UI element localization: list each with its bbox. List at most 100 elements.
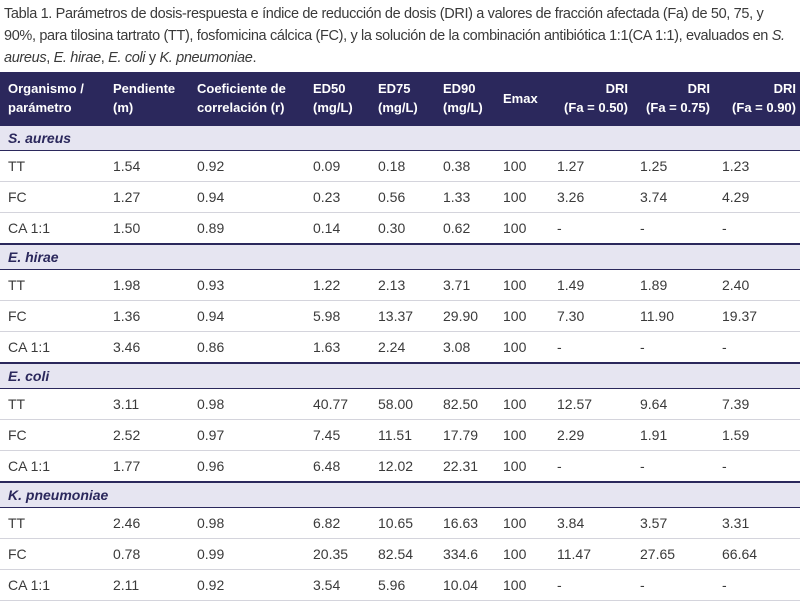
data-row: TT 2.46 0.98 6.82 10.65 16.63 100 3.84 3.57 3.31 xyxy=(0,507,800,539)
cell: - xyxy=(549,331,632,364)
cell: 0.94 xyxy=(189,181,305,213)
cell: 5.98 xyxy=(305,300,370,332)
cell: TT xyxy=(0,150,105,182)
cell: 11.47 xyxy=(549,538,632,570)
header-line: (Fa = 0.90) xyxy=(732,100,796,115)
cell: 0.97 xyxy=(189,419,305,451)
cell: 3.71 xyxy=(435,269,495,301)
cell: 0.09 xyxy=(305,150,370,182)
cell: 10.65 xyxy=(370,507,435,539)
cell: 0.86 xyxy=(189,331,305,364)
cell: 0.23 xyxy=(305,181,370,213)
cell: 1.22 xyxy=(305,269,370,301)
column-header: ED50 (mg/L) xyxy=(305,72,370,125)
group-row: K. pneumoniae xyxy=(0,481,800,508)
cell: 100 xyxy=(495,538,549,570)
cell: 0.30 xyxy=(370,212,435,245)
header-row: Organismo / parámetro Pendiente (m) Coeficie… xyxy=(0,72,800,125)
cell: 0.62 xyxy=(435,212,495,245)
cell: 0.99 xyxy=(189,538,305,570)
cell: FC xyxy=(0,538,105,570)
cell: 1.91 xyxy=(632,419,714,451)
header-line: (Fa = 0.75) xyxy=(646,100,710,115)
header-line: ED75 xyxy=(378,81,411,96)
cell: 4.29 xyxy=(714,181,800,213)
header-line: (mg/L) xyxy=(378,100,418,115)
cell: 100 xyxy=(495,450,549,483)
cell: 17.79 xyxy=(435,419,495,451)
group-name: E. coli xyxy=(0,362,800,389)
cell: 100 xyxy=(495,300,549,332)
data-row: TT 1.98 0.93 1.22 2.13 3.71 100 1.49 1.89 2.40 xyxy=(0,269,800,301)
group-name: K. pneumoniae xyxy=(0,481,800,508)
data-row: FC 2.52 0.97 7.45 11.51 17.79 100 2.29 1.91 1.59 xyxy=(0,419,800,451)
cell: 0.98 xyxy=(189,388,305,420)
cell: 82.54 xyxy=(370,538,435,570)
header-line: DRI xyxy=(605,81,628,96)
column-header: DRI (Fa = 0.90) xyxy=(714,72,800,125)
species-name: K. pneumoniae xyxy=(159,50,253,66)
cell: 1.27 xyxy=(549,150,632,182)
cell: 0.56 xyxy=(370,181,435,213)
cell: 22.31 xyxy=(435,450,495,483)
cell: 10.04 xyxy=(435,569,495,601)
group-row: E. coli xyxy=(0,362,800,389)
cell: 100 xyxy=(495,181,549,213)
cell: - xyxy=(714,331,800,364)
cell: 7.39 xyxy=(714,388,800,420)
cell: TT xyxy=(0,388,105,420)
cell: - xyxy=(714,450,800,483)
cell: CA 1:1 xyxy=(0,450,105,483)
cell: 1.50 xyxy=(105,212,189,245)
cell: - xyxy=(549,212,632,245)
cell: FC xyxy=(0,181,105,213)
data-row: TT 1.54 0.92 0.09 0.18 0.38 100 1.27 1.25 1.23 xyxy=(0,150,800,182)
cell: 5.96 xyxy=(370,569,435,601)
data-row: CA 1:1 1.50 0.89 0.14 0.30 0.62 100- - - xyxy=(0,212,800,245)
cell: 1.89 xyxy=(632,269,714,301)
caption-text: , xyxy=(100,50,109,66)
data-row: CA 1:1 3.46 0.86 1.63 2.24 3.08 100- - - xyxy=(0,331,800,364)
header-line: parámetro xyxy=(8,100,72,115)
cell: 12.57 xyxy=(549,388,632,420)
cell: 2.13 xyxy=(370,269,435,301)
column-header: Emax xyxy=(495,72,549,125)
cell: 82.50 xyxy=(435,388,495,420)
cell: 1.25 xyxy=(632,150,714,182)
caption-text: , xyxy=(46,50,54,66)
column-header: ED75 (mg/L) xyxy=(370,72,435,125)
cell: 19.37 xyxy=(714,300,800,332)
cell: 1.36 xyxy=(105,300,189,332)
cell: 3.46 xyxy=(105,331,189,364)
cell: 7.30 xyxy=(549,300,632,332)
cell: 7.45 xyxy=(305,419,370,451)
cell: 2.29 xyxy=(549,419,632,451)
cell: - xyxy=(632,331,714,364)
column-header: Pendiente (m) xyxy=(105,72,189,125)
data-row: FC 0.78 0.99 20.35 82.54 334.6 100 11.47 27.65 66… xyxy=(0,538,800,570)
data-row: CA 1:1 1.77 0.96 6.48 12.02 22.31 100- - - xyxy=(0,450,800,483)
header-line: (m) xyxy=(113,100,134,115)
header-line: Emax xyxy=(503,90,538,106)
group-name: S. aureus xyxy=(0,124,800,151)
cell: 2.11 xyxy=(105,569,189,601)
cell: 100 xyxy=(495,212,549,245)
data-row: CA 1:1 2.11 0.92 3.54 5.96 10.04 100- - - xyxy=(0,569,800,601)
header-line: Organismo / xyxy=(8,81,84,96)
cell: TT xyxy=(0,269,105,301)
cell: 100 xyxy=(495,150,549,182)
cell: 1.77 xyxy=(105,450,189,483)
data-table: Organismo / parámetro Pendiente (m) Coeficie… xyxy=(0,72,800,601)
cell: 0.78 xyxy=(105,538,189,570)
cell: CA 1:1 xyxy=(0,331,105,364)
header-line: correlación (r) xyxy=(197,100,285,115)
cell: 100 xyxy=(495,507,549,539)
cell: 40.77 xyxy=(305,388,370,420)
cell: 3.11 xyxy=(105,388,189,420)
cell: 0.38 xyxy=(435,150,495,182)
cell: 1.98 xyxy=(105,269,189,301)
cell: 1.33 xyxy=(435,181,495,213)
cell: 1.59 xyxy=(714,419,800,451)
cell: - xyxy=(632,212,714,245)
